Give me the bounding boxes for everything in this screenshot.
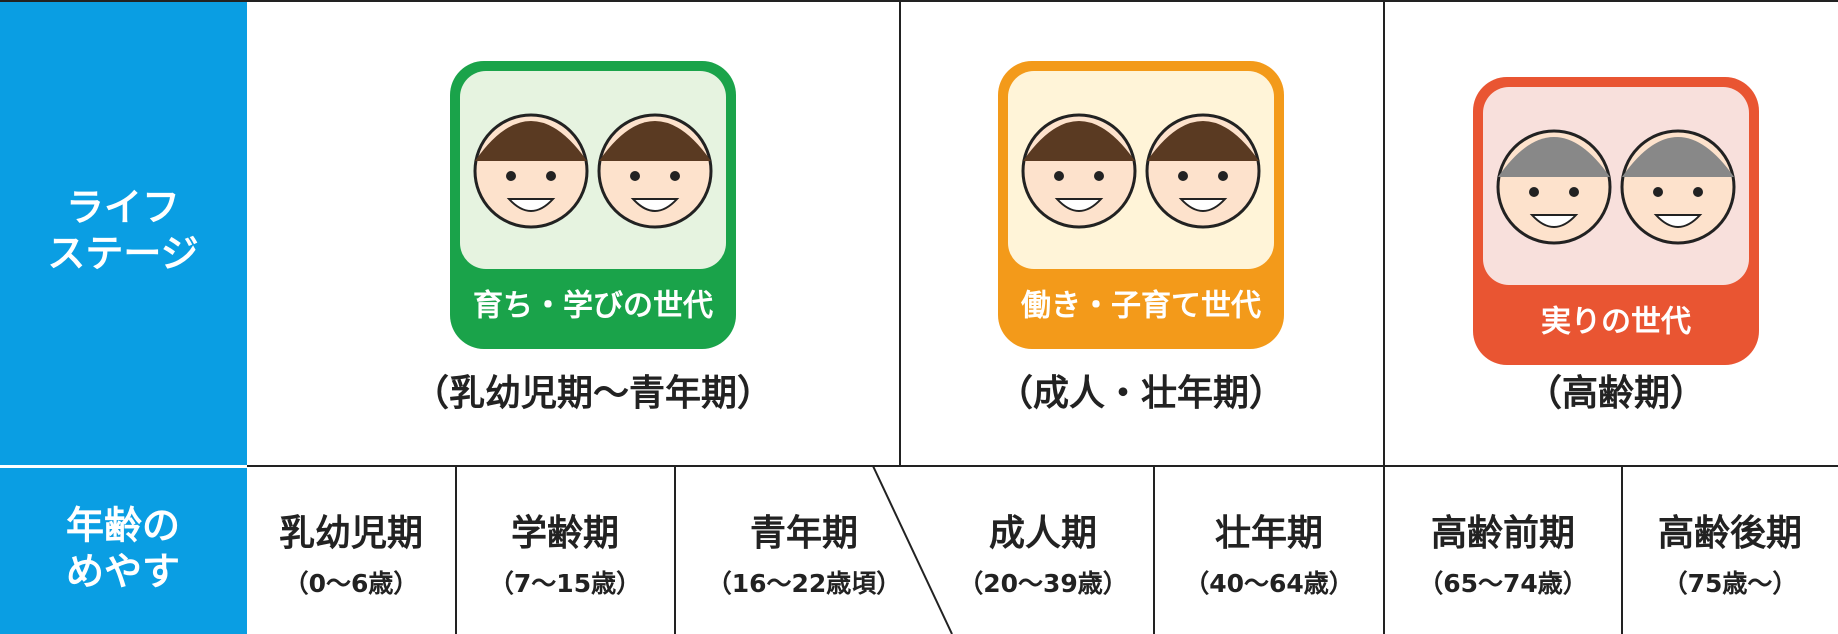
age-range: （75歳～） [1663,569,1798,598]
hair [475,121,587,161]
stage-period: （乳幼児期～青年期） [413,373,773,414]
hair [1498,137,1610,177]
hair [1023,121,1135,161]
eye [1529,187,1539,197]
hair [599,121,711,161]
eye [1094,171,1104,181]
mouth [1054,198,1104,212]
row-header: ステージ [47,232,198,276]
age-range: （7～15歳） [489,569,641,598]
stage-period: （成人・壮年期） [997,373,1285,414]
eye [1054,171,1064,181]
age-name: 高齢前期 [1431,513,1575,554]
hair [1622,137,1734,177]
row-header: めやす [66,550,180,594]
age-range: （40～64歳） [1184,569,1354,598]
eye [630,171,640,181]
badge-label: 育ち・学びの世代 [473,289,713,324]
row-header: 年齢の [66,504,180,548]
eye [1569,187,1579,197]
eye [546,171,556,181]
age-name: 壮年期 [1215,513,1323,554]
badge-label: 実りの世代 [1541,305,1691,340]
mouth [1529,214,1579,228]
mouth [630,198,680,212]
age-name: 乳幼児期 [279,513,423,554]
mouth [506,198,556,212]
mouth [1178,198,1228,212]
badge-label: 働き・子育て世代 [1020,289,1261,324]
age-range: （0～6歳） [284,569,419,598]
eye [670,171,680,181]
eye [1653,187,1663,197]
age-range: （65～74歳） [1418,569,1588,598]
row-header: ライフ [66,186,180,230]
age-name: 青年期 [750,513,858,554]
age-range: （16～22歳頃） [707,569,902,598]
header-cell [0,468,247,634]
eye [1178,171,1188,181]
age-name: 成人期 [989,513,1097,554]
age-name: 高齢後期 [1658,513,1802,554]
eye [1693,187,1703,197]
eye [1218,171,1228,181]
mouth [1653,214,1703,228]
eye [506,171,516,181]
header-cell [0,0,247,465]
age-name: 学齢期 [511,512,619,554]
stage-period: （高齢期） [1526,373,1706,414]
hair [1147,121,1259,161]
age-range: （20～39歳） [958,569,1128,598]
